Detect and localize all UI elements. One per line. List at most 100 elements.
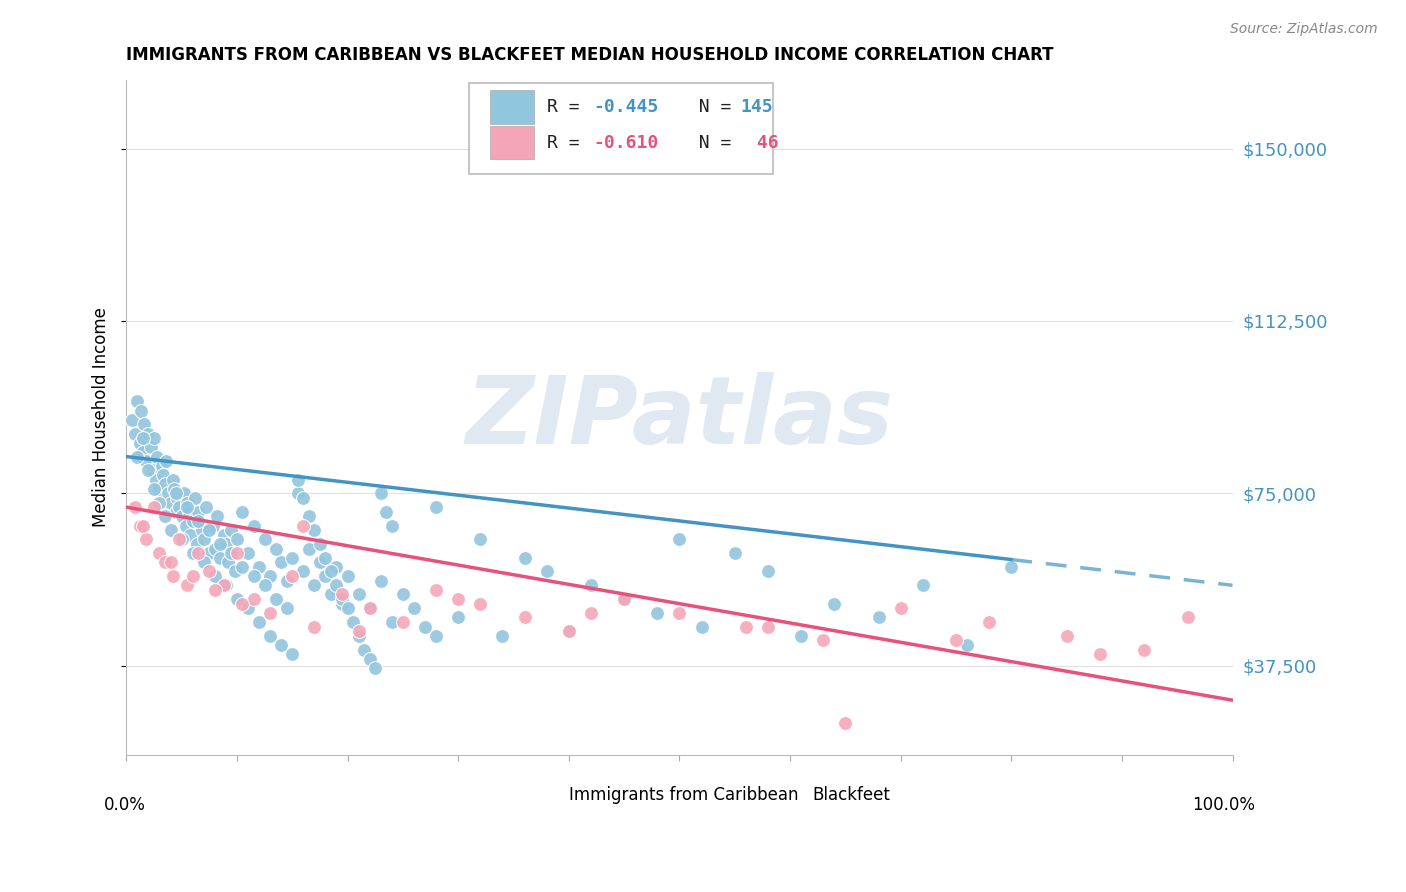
Point xyxy=(162,569,184,583)
Point xyxy=(292,491,315,505)
Point xyxy=(163,482,186,496)
Point xyxy=(292,518,315,533)
Point xyxy=(336,601,359,615)
Point xyxy=(270,555,292,569)
Point xyxy=(181,546,204,560)
Point xyxy=(270,638,292,652)
Point xyxy=(204,569,226,583)
Point xyxy=(613,592,636,607)
Point xyxy=(1133,642,1156,657)
Point xyxy=(447,610,470,624)
Point xyxy=(724,546,747,560)
Point xyxy=(226,592,249,607)
Point xyxy=(247,560,270,574)
Point xyxy=(1088,647,1111,661)
Point xyxy=(165,486,187,500)
Point xyxy=(276,574,298,588)
Point xyxy=(174,518,197,533)
Point xyxy=(205,509,228,524)
Point xyxy=(347,587,370,601)
Point xyxy=(823,597,845,611)
Point xyxy=(132,431,155,445)
Point xyxy=(309,555,332,569)
Point xyxy=(392,615,415,629)
Point xyxy=(375,505,398,519)
Point xyxy=(381,518,404,533)
Text: Source: ZipAtlas.com: Source: ZipAtlas.com xyxy=(1230,22,1378,37)
Point xyxy=(186,537,208,551)
Point xyxy=(342,615,364,629)
Point xyxy=(253,578,276,592)
Point xyxy=(292,565,315,579)
Point xyxy=(359,601,381,615)
Point xyxy=(215,578,238,592)
Point xyxy=(347,629,370,643)
Text: 100.0%: 100.0% xyxy=(1192,796,1254,814)
Text: Blackfeet: Blackfeet xyxy=(813,786,890,805)
Point xyxy=(304,578,326,592)
Text: R =: R = xyxy=(547,98,591,116)
Point xyxy=(558,624,581,639)
Point xyxy=(330,592,353,607)
Point xyxy=(138,426,160,441)
Text: ZIPatlas: ZIPatlas xyxy=(465,371,893,464)
Point xyxy=(215,537,238,551)
Point xyxy=(690,620,713,634)
Point xyxy=(259,606,281,620)
Point xyxy=(193,533,215,547)
Point xyxy=(155,454,177,468)
Point xyxy=(645,606,668,620)
Point xyxy=(153,555,176,569)
Point xyxy=(890,601,912,615)
Point xyxy=(314,569,336,583)
Point xyxy=(236,601,259,615)
Point xyxy=(470,597,492,611)
Point xyxy=(128,435,150,450)
Text: -0.445: -0.445 xyxy=(593,98,658,116)
Point xyxy=(314,550,336,565)
Point xyxy=(209,537,232,551)
Point xyxy=(159,555,181,569)
Point xyxy=(157,486,180,500)
Point xyxy=(169,500,191,515)
Point xyxy=(281,569,304,583)
Point xyxy=(190,523,212,537)
Point xyxy=(173,486,195,500)
Point xyxy=(148,546,170,560)
Text: 0.0%: 0.0% xyxy=(104,796,146,814)
Point xyxy=(811,633,834,648)
Point xyxy=(129,403,152,417)
Point xyxy=(176,500,198,515)
Point xyxy=(381,615,404,629)
Point xyxy=(132,417,155,432)
Point xyxy=(242,592,264,607)
Point xyxy=(198,523,221,537)
FancyBboxPatch shape xyxy=(517,787,562,804)
Point xyxy=(287,473,309,487)
Point xyxy=(304,523,326,537)
Point xyxy=(579,606,602,620)
Point xyxy=(447,592,470,607)
Point xyxy=(143,431,166,445)
Point xyxy=(176,578,198,592)
Point xyxy=(347,624,370,639)
Text: 46: 46 xyxy=(745,134,779,152)
Point xyxy=(259,629,281,643)
Point xyxy=(336,569,359,583)
Point xyxy=(281,647,304,661)
Point xyxy=(470,533,492,547)
Point xyxy=(194,500,217,515)
Point xyxy=(127,394,149,409)
Point xyxy=(1056,629,1078,643)
Point xyxy=(319,565,342,579)
Point xyxy=(756,565,779,579)
Y-axis label: Median Household Income: Median Household Income xyxy=(93,308,110,527)
Point xyxy=(221,546,243,560)
Point xyxy=(304,620,326,634)
Point xyxy=(201,518,224,533)
Point xyxy=(364,661,387,675)
Point xyxy=(298,541,321,556)
Point xyxy=(287,486,309,500)
Point xyxy=(834,716,856,731)
Point xyxy=(138,463,160,477)
